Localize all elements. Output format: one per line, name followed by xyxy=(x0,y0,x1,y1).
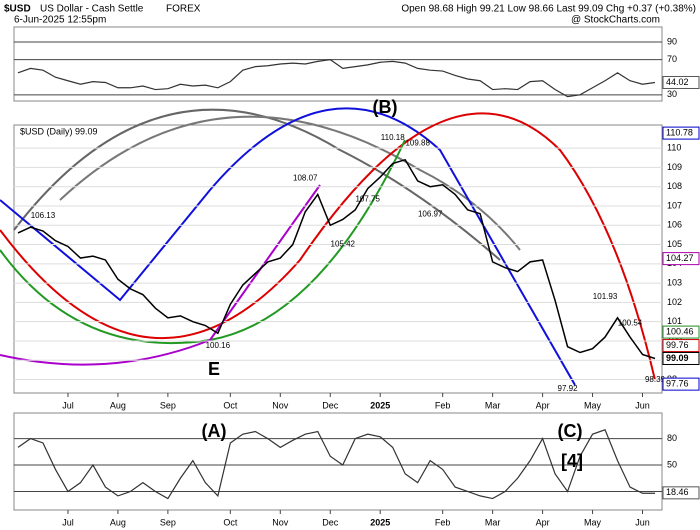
x-tick-label: May xyxy=(584,400,602,410)
price-line xyxy=(17,58,656,98)
panel-frame xyxy=(13,124,663,394)
y-tick-label: 108 xyxy=(667,181,682,191)
x-tick-label: 2025 xyxy=(370,517,390,527)
y-tick-label: 70 xyxy=(667,54,677,64)
x-tick-label: Oct xyxy=(223,517,238,527)
wave-label: (C) xyxy=(558,421,583,441)
x-tick-label: Dec xyxy=(322,517,339,527)
value-box-label: 104.27 xyxy=(666,253,694,263)
value-box xyxy=(662,252,700,266)
x-tick-label: Mar xyxy=(485,517,501,527)
wave-label: (A) xyxy=(202,421,227,441)
value-box-label: 97.76 xyxy=(666,379,689,389)
x-tick-label: Nov xyxy=(272,400,289,410)
arc xyxy=(59,115,521,251)
value-box xyxy=(662,126,700,140)
y-tick-label: 109 xyxy=(667,162,682,172)
y-tick-label: 106 xyxy=(667,220,682,230)
price-annotation: 106.97 xyxy=(418,210,443,219)
arc xyxy=(0,112,656,381)
x-tick-label: Jul xyxy=(62,400,74,410)
arc xyxy=(13,108,501,261)
panel-frame xyxy=(13,26,663,102)
quote: Open 98.68 High 99.21 Low 98.66 Last 99.… xyxy=(401,4,696,15)
price-line xyxy=(17,158,656,360)
value-box xyxy=(662,339,700,353)
y-tick-label: 110 xyxy=(667,143,681,153)
x-tick-label: Nov xyxy=(272,517,289,527)
value-box-label: 100.46 xyxy=(666,326,694,336)
price-annotation: 98.39 xyxy=(645,375,666,384)
x-tick-label: Oct xyxy=(223,400,238,410)
x-tick-label: Aug xyxy=(110,517,126,527)
price-annotation: 101.93 xyxy=(593,292,618,301)
x-tick-label: Sep xyxy=(160,400,176,410)
value-box xyxy=(662,377,700,391)
price-annotation: 109.88 xyxy=(405,139,430,148)
wave-label: [4] xyxy=(561,451,583,471)
price-annotation: 100.16 xyxy=(206,341,231,350)
arc xyxy=(0,107,576,386)
x-tick-label: Dec xyxy=(322,400,339,410)
x-tick-label: Jun xyxy=(635,517,650,527)
y-tick-label: 101 xyxy=(667,316,682,326)
x-tick-label: Apr xyxy=(536,517,550,527)
value-box xyxy=(662,486,700,500)
price-annotation: 105.42 xyxy=(331,240,356,249)
x-tick-label: Apr xyxy=(536,400,550,410)
exchange: FOREX xyxy=(166,4,201,15)
wave-label: (B) xyxy=(373,97,398,117)
value-box-label: 110.78 xyxy=(666,127,693,137)
price-line xyxy=(17,428,655,500)
price-annotation: 108.07 xyxy=(293,173,318,182)
value-box-label: 18.46 xyxy=(666,487,689,497)
value-box xyxy=(662,325,700,339)
price-annotation: 106.13 xyxy=(31,211,56,220)
panel-frame xyxy=(13,412,663,511)
value-box-label: 44.02 xyxy=(666,77,689,87)
y-tick-label: 105 xyxy=(667,239,682,249)
credit: @ StockCharts.com xyxy=(571,15,660,26)
value-box xyxy=(662,351,700,365)
wave-label: E xyxy=(208,359,220,379)
x-tick-label: Jul xyxy=(62,517,74,527)
x-tick-label: Mar xyxy=(485,400,501,410)
y-tick-label: 30 xyxy=(667,89,677,99)
cycle-arcs xyxy=(0,107,656,386)
name: US Dollar - Cash Settle xyxy=(40,4,144,15)
y-tick-label: 103 xyxy=(667,277,682,287)
price-annotation: 100.54 xyxy=(618,319,643,328)
price-annotation: 110.18 xyxy=(381,133,405,142)
x-tick-label: Aug xyxy=(110,400,126,410)
x-tick-label: 2025 xyxy=(370,400,390,410)
value-box-label: 99.76 xyxy=(666,340,689,350)
x-tick-label: Feb xyxy=(435,517,451,527)
x-tick-label: Feb xyxy=(435,400,451,410)
legend-entry: $USD (Daily) 99.09 xyxy=(20,126,98,136)
y-tick-label: 107 xyxy=(667,200,682,210)
y-tick-label: 90 xyxy=(667,36,677,46)
price-annotation: 97.92 xyxy=(558,384,579,393)
price-annotation: 107.75 xyxy=(355,195,380,204)
symbol: $USD xyxy=(4,4,31,15)
y-tick-label: 80 xyxy=(667,433,677,443)
y-tick-label: 102 xyxy=(667,297,682,307)
x-tick-label: Sep xyxy=(160,517,176,527)
y-tick-label: 50 xyxy=(667,459,677,469)
value-box-label: 99.09 xyxy=(666,353,689,363)
value-box xyxy=(662,75,700,89)
datetime: 6-Jun-2025 12:55pm xyxy=(14,15,106,26)
x-tick-label: May xyxy=(584,517,602,527)
x-tick-label: Jun xyxy=(635,400,650,410)
